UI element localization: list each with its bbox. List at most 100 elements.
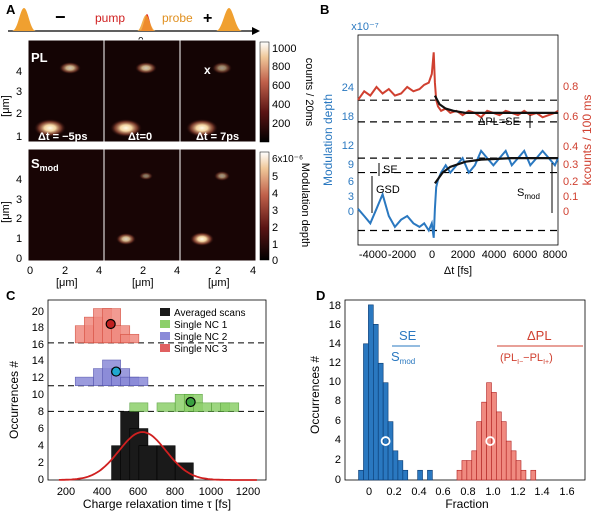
d-ylabel: Occurrences # bbox=[308, 356, 322, 434]
smod-spot bbox=[139, 172, 153, 180]
a-axes: 4 3 2 1 4 3 2 1 0 [μm] [μm] 0 2 4 2 4 2 … bbox=[0, 66, 256, 289]
hist-bar bbox=[476, 421, 482, 481]
hist-bar bbox=[382, 382, 389, 481]
x-marker: x bbox=[204, 63, 211, 77]
c-ytick: 10 bbox=[32, 389, 44, 401]
hist-bar bbox=[392, 450, 399, 481]
b-ytick-right: 0 bbox=[563, 206, 569, 218]
hist-bar bbox=[363, 343, 369, 481]
cb-top-tick: 200 bbox=[272, 118, 290, 130]
c-means bbox=[105, 318, 196, 408]
hist-bar bbox=[486, 382, 492, 481]
ann-smod: Smod bbox=[517, 187, 540, 201]
probe-pulse-left bbox=[12, 8, 36, 31]
b-blue-series bbox=[357, 149, 559, 238]
ann-dpl-se: ΔPL=SE bbox=[478, 116, 520, 128]
b-xtick: 4000 bbox=[482, 249, 506, 261]
smod-label: Smod bbox=[31, 156, 59, 173]
a-ylabel-top: [μm] bbox=[0, 95, 12, 117]
c-xlabel: Charge relaxation time τ [fs] bbox=[83, 497, 231, 511]
colorbar-top bbox=[259, 41, 270, 143]
b-fit-blue bbox=[434, 157, 558, 185]
d-ytick: 16 bbox=[329, 319, 341, 331]
b-right-axis: 0.8 0.6 0.4 0.3 0.2 0.1 0 kcounts / 100 … bbox=[563, 81, 594, 218]
hist-bar bbox=[220, 402, 240, 412]
cb-top-tick: 1000 bbox=[272, 43, 296, 55]
smod-spot bbox=[214, 171, 230, 181]
a-ytick: 1 bbox=[16, 233, 22, 245]
c-xtick: 800 bbox=[166, 486, 184, 498]
d-xtick: 0.4 bbox=[411, 486, 426, 498]
c-ytick: 2 bbox=[38, 457, 44, 469]
c-ytick: 0 bbox=[38, 474, 44, 486]
c-ytick: 4 bbox=[38, 440, 44, 452]
c-ytick: 16 bbox=[32, 339, 44, 351]
hist-bar bbox=[368, 304, 374, 481]
a-xlabel: [μm] bbox=[132, 277, 154, 289]
mean-marker bbox=[380, 436, 391, 446]
pl-spot bbox=[110, 119, 142, 137]
hist-bar bbox=[496, 411, 502, 481]
panel-c: C Averaged scans Single NC 1 Single NC 2… bbox=[6, 288, 267, 511]
panel-a: A − + pump probe 0 bbox=[0, 2, 315, 289]
d-ytick: 2 bbox=[335, 454, 341, 466]
smod-tile-1 bbox=[27, 148, 105, 262]
b-ylabel-left: Modulation depth bbox=[321, 94, 335, 186]
b-xtick: -2000 bbox=[388, 249, 416, 261]
pl-spot bbox=[59, 62, 81, 74]
cb-bottom-tick: 2 bbox=[272, 222, 278, 234]
panel-b: B ΔPL=SE SE GSD Smod x10⁻⁷ 24 18 12 9 6 … bbox=[320, 2, 594, 277]
d-xtick: 1.2 bbox=[510, 486, 525, 498]
d-ytick: 12 bbox=[329, 357, 341, 369]
hist-bar bbox=[397, 460, 404, 481]
c-xtick: 400 bbox=[93, 486, 111, 498]
b-ylabel-right: kcounts / 100 ms bbox=[580, 95, 594, 186]
dpl-denominator: (PLI−−PLI+) bbox=[500, 352, 553, 366]
hist-bar bbox=[377, 362, 384, 481]
d-dpl-ratio: ΔPL (PLI−−PLI+) bbox=[497, 328, 583, 366]
pl-spot bbox=[135, 62, 157, 74]
b-ytick-left: 18 bbox=[342, 111, 354, 123]
hist-bar bbox=[402, 469, 409, 481]
a-ytick: 1 bbox=[16, 131, 22, 143]
hist-bar bbox=[510, 450, 517, 481]
pl-spot bbox=[212, 62, 232, 74]
b-ytick-right: 0.4 bbox=[563, 141, 578, 153]
hist-bar bbox=[138, 445, 158, 481]
cb-top-tick: 600 bbox=[272, 80, 290, 92]
d-ytick: 4 bbox=[335, 434, 341, 446]
colorbars: 1000 800 600 400 200 counts / 20ms 6x10⁻… bbox=[259, 41, 315, 267]
cb-top-label: counts / 20ms bbox=[303, 58, 315, 127]
d-xtick: 1.4 bbox=[534, 486, 549, 498]
b-ytick-right: 0.6 bbox=[563, 111, 578, 123]
b-left-exp: x10⁻⁷ bbox=[351, 21, 379, 33]
hist-bar bbox=[471, 450, 477, 481]
se-denominator: Smod bbox=[391, 349, 415, 366]
legend-nc3: Single NC 3 bbox=[174, 344, 228, 355]
d-xtick: 0 bbox=[366, 486, 372, 498]
hist-bar bbox=[74, 376, 94, 387]
b-ytick-right: 0.8 bbox=[563, 81, 578, 93]
d-means bbox=[380, 436, 496, 446]
smod-spot bbox=[190, 232, 214, 246]
hist-bar bbox=[193, 402, 212, 412]
a-ytick: 3 bbox=[16, 194, 22, 206]
plus-sign: + bbox=[203, 10, 212, 27]
a-xlabel: [μm] bbox=[56, 277, 78, 289]
cb-top-tick: 800 bbox=[272, 61, 290, 73]
b-left-axis: x10⁻⁷ 24 18 12 9 6 3 0 Modulation depth bbox=[321, 21, 379, 218]
c-xtick: 600 bbox=[129, 486, 147, 498]
mean-marker bbox=[105, 318, 116, 330]
b-ytick-left: 6 bbox=[348, 176, 354, 188]
hist-bar bbox=[129, 376, 149, 387]
cb-top-tick: 400 bbox=[272, 99, 290, 111]
probe-label: probe bbox=[162, 11, 193, 25]
d-ytick: 10 bbox=[329, 376, 341, 388]
hist-bar bbox=[491, 392, 497, 481]
dpl-numerator: ΔPL bbox=[527, 328, 552, 343]
cb-bottom-tick: 1 bbox=[272, 239, 278, 251]
dt-label-2: Δt=0 bbox=[128, 131, 152, 143]
hist-bar bbox=[427, 469, 433, 481]
legend-nc2: Single NC 2 bbox=[174, 332, 228, 343]
probe-pulse-right bbox=[216, 8, 242, 31]
